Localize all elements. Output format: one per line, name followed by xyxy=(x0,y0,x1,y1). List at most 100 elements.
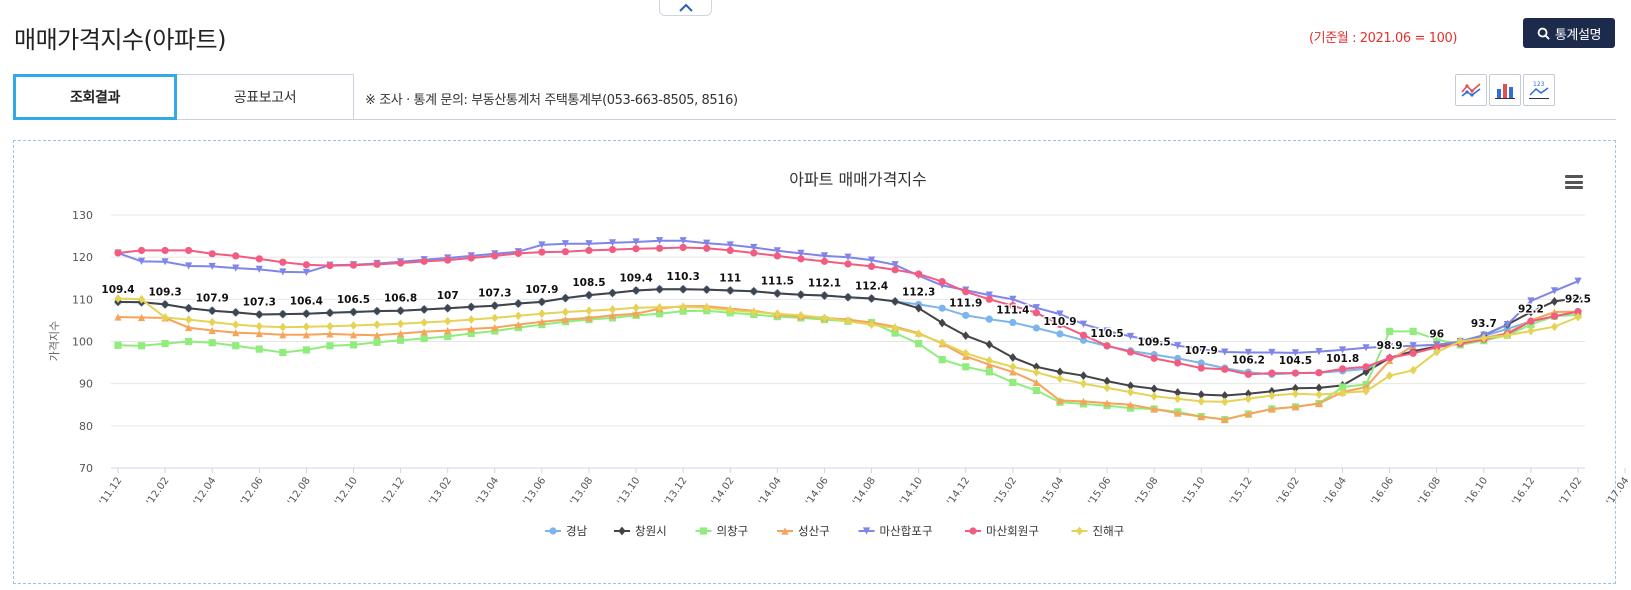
data-point xyxy=(1103,383,1111,393)
data-point xyxy=(561,248,570,256)
page-title: 매매가격지수(아파트) xyxy=(14,26,226,54)
data-point xyxy=(703,239,711,247)
y-tick-label: 120 xyxy=(72,251,93,264)
data-point xyxy=(279,348,287,357)
line-chart-icon xyxy=(1461,83,1481,97)
x-tick-label: '13.10 xyxy=(616,475,643,507)
data-point xyxy=(1574,277,1582,285)
data-point xyxy=(232,252,240,260)
data-point xyxy=(1174,388,1182,397)
data-point xyxy=(467,329,475,338)
data-point xyxy=(349,307,358,317)
data-point xyxy=(891,261,899,269)
data-point xyxy=(1126,401,1135,409)
data-point xyxy=(773,309,781,319)
data-point xyxy=(585,246,593,255)
data-point xyxy=(1244,410,1252,418)
data-point xyxy=(679,284,687,294)
data-point xyxy=(985,315,993,323)
data-point xyxy=(255,345,263,353)
legend-marker xyxy=(969,527,977,535)
y-tick-label: 90 xyxy=(79,378,93,391)
data-point xyxy=(867,320,876,330)
y-tick-label: 80 xyxy=(79,420,93,433)
chart-menu-button[interactable] xyxy=(1565,175,1583,189)
data-point xyxy=(797,255,805,263)
stat-description-button[interactable]: 통계설명 xyxy=(1523,18,1615,48)
bar-chart-view-button[interactable] xyxy=(1489,74,1521,106)
data-point xyxy=(514,249,522,257)
data-point xyxy=(279,331,287,339)
data-label: 98.9 xyxy=(1377,340,1403,352)
data-point xyxy=(373,331,381,339)
data-point xyxy=(656,302,664,312)
data-point xyxy=(561,315,570,324)
data-point xyxy=(1291,369,1300,377)
legend-item-2[interactable]: 의창구 xyxy=(695,524,749,538)
data-label: 110.9 xyxy=(1043,316,1076,328)
data-point xyxy=(444,326,452,335)
data-point xyxy=(985,356,993,365)
data-point xyxy=(255,321,263,331)
y-tick-label: 110 xyxy=(72,293,93,306)
legend-item-4[interactable]: 마산합포구 xyxy=(858,524,933,538)
data-point xyxy=(1338,346,1347,354)
collapse-toggle-button[interactable] xyxy=(659,0,712,16)
x-tick-label: '12.04 xyxy=(192,475,219,507)
data-point xyxy=(1056,396,1064,405)
line-chart-view-button[interactable] xyxy=(1455,74,1487,106)
data-point xyxy=(1126,332,1135,341)
data-label: 111.5 xyxy=(761,275,794,287)
data-point xyxy=(703,303,711,313)
legend-item-1[interactable]: 창원시 xyxy=(614,524,667,538)
data-point xyxy=(185,303,193,313)
data-point xyxy=(467,315,475,324)
tab-results[interactable]: 조회결과 xyxy=(13,74,177,120)
data-point xyxy=(396,259,405,267)
data-point xyxy=(1386,354,1394,362)
x-tick-label: '12.10 xyxy=(333,475,360,507)
legend-item-6[interactable]: 진해구 xyxy=(1071,524,1125,538)
data-point xyxy=(1456,337,1464,346)
data-point xyxy=(1032,309,1040,317)
data-label: 111 xyxy=(719,272,741,284)
legend-item-3[interactable]: 성산구 xyxy=(777,524,830,538)
x-tick-label: '15.04 xyxy=(1039,475,1066,507)
data-point xyxy=(985,340,993,349)
data-point xyxy=(608,239,617,247)
data-point xyxy=(137,257,146,265)
series-5 xyxy=(114,243,1582,378)
tab-reports[interactable]: 공표보고서 xyxy=(177,74,354,120)
data-point xyxy=(114,313,122,321)
data-point xyxy=(396,319,405,329)
data-point xyxy=(1574,312,1582,322)
data-point xyxy=(1550,322,1559,332)
data-point xyxy=(1221,397,1229,407)
data-point xyxy=(161,299,169,309)
data-point xyxy=(1032,362,1040,372)
legend-marker xyxy=(549,527,557,535)
data-point xyxy=(161,246,169,255)
data-point xyxy=(1032,324,1040,332)
data-point xyxy=(232,320,240,330)
data-point xyxy=(1409,365,1417,375)
data-point xyxy=(161,258,169,266)
x-tick-label: '14.10 xyxy=(898,475,925,507)
data-point xyxy=(1079,397,1088,405)
data-point xyxy=(538,318,546,326)
data-point xyxy=(302,331,310,339)
legend-item-0[interactable]: 경남 xyxy=(545,524,588,538)
x-tick-label: '15.12 xyxy=(1228,475,1255,507)
legend-item-5[interactable]: 마산회원구 xyxy=(965,524,1039,538)
legend-marker xyxy=(1075,526,1084,536)
data-label: 93.7 xyxy=(1471,318,1497,330)
data-label: 110.3 xyxy=(667,271,700,283)
data-point xyxy=(514,321,522,329)
data-label-view-button[interactable]: 123 xyxy=(1523,74,1555,106)
data-point xyxy=(467,254,475,262)
data-point xyxy=(1150,391,1158,401)
data-point xyxy=(820,313,829,323)
data-point xyxy=(1550,287,1559,295)
data-point xyxy=(1197,390,1205,400)
data-point xyxy=(373,320,381,330)
